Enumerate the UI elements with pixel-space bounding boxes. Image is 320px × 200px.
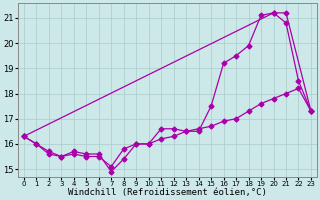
X-axis label: Windchill (Refroidissement éolien,°C): Windchill (Refroidissement éolien,°C) (68, 188, 267, 197)
